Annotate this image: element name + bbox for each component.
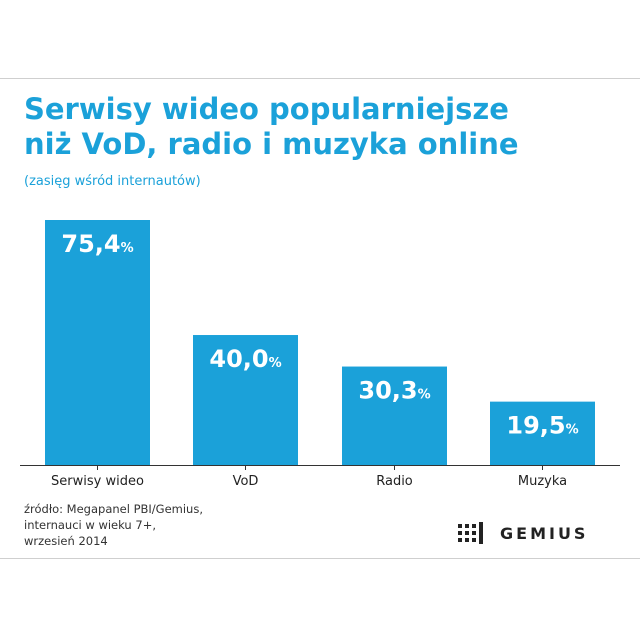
bottom-divider xyxy=(0,558,640,559)
gemius-logo: GEMIUS xyxy=(458,522,588,544)
source-line-1: źródło: Megapanel PBI/Gemius, xyxy=(24,502,203,516)
bar-1 xyxy=(193,335,298,465)
category-label-1: VoD xyxy=(233,474,259,489)
category-label-0: Serwisy wideo xyxy=(51,474,144,489)
data-label-2: 30,3% xyxy=(358,377,430,405)
category-label-3: Muzyka xyxy=(518,474,567,489)
category-label-2: Radio xyxy=(376,474,413,489)
bar-chart: 75,4% Serwisy wideo 40,0% VoD 30,3% Radio 19,5… xyxy=(20,220,620,489)
logo-text: GEMIUS xyxy=(500,523,589,543)
source-line-3: wrzesień 2014 xyxy=(24,534,108,548)
bar-2 xyxy=(342,366,447,465)
data-label-0: 75,4% xyxy=(61,230,133,258)
bar-0 xyxy=(45,220,150,465)
source-note: źródło: Megapanel PBI/Gemius, internauci… xyxy=(24,501,203,549)
chart-title: Serwisy wideo popularniejsze niż VoD, ra… xyxy=(24,92,624,162)
title-line-2: niż VoD, radio i muzyka online xyxy=(24,127,519,161)
source-line-2: internauci w wieku 7+, xyxy=(24,518,156,532)
bar-3 xyxy=(490,401,595,465)
title-line-1: Serwisy wideo popularniejsze xyxy=(24,92,509,126)
gemius-logo-icon xyxy=(458,522,488,544)
top-divider xyxy=(0,78,640,79)
data-label-1: 40,0% xyxy=(209,345,281,373)
data-label-3: 19,5% xyxy=(506,412,578,440)
chart-subtitle: (zasięg wśród internautów) xyxy=(24,174,201,189)
